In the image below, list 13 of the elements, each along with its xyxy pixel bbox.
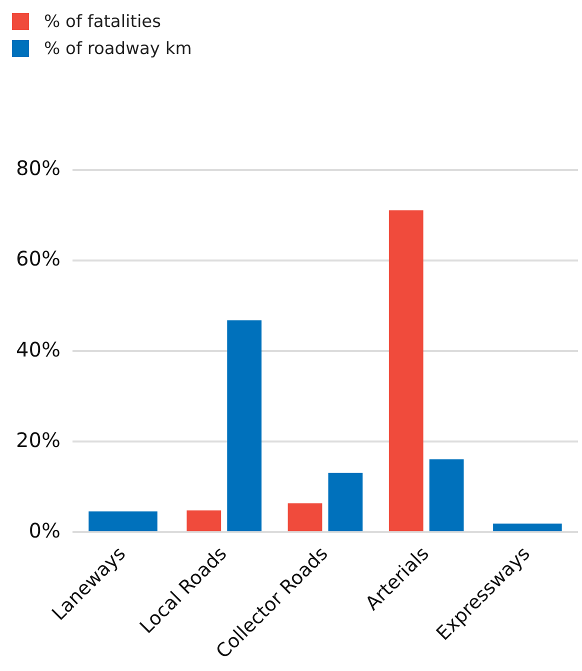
legend-label: % of roadway km <box>44 38 192 58</box>
legend-label: % of fatalities <box>44 12 161 32</box>
bar <box>429 459 464 532</box>
bar <box>288 503 322 532</box>
bar <box>328 472 363 532</box>
y-tick-label: 0% <box>28 518 60 542</box>
bar <box>186 510 222 532</box>
y-tick-label: 60% <box>16 246 60 271</box>
bar <box>227 320 262 532</box>
y-tick-label: 80% <box>16 156 60 180</box>
y-tick-label: 40% <box>16 337 60 362</box>
bar <box>388 210 424 532</box>
y-tick-label: 20% <box>16 428 60 452</box>
